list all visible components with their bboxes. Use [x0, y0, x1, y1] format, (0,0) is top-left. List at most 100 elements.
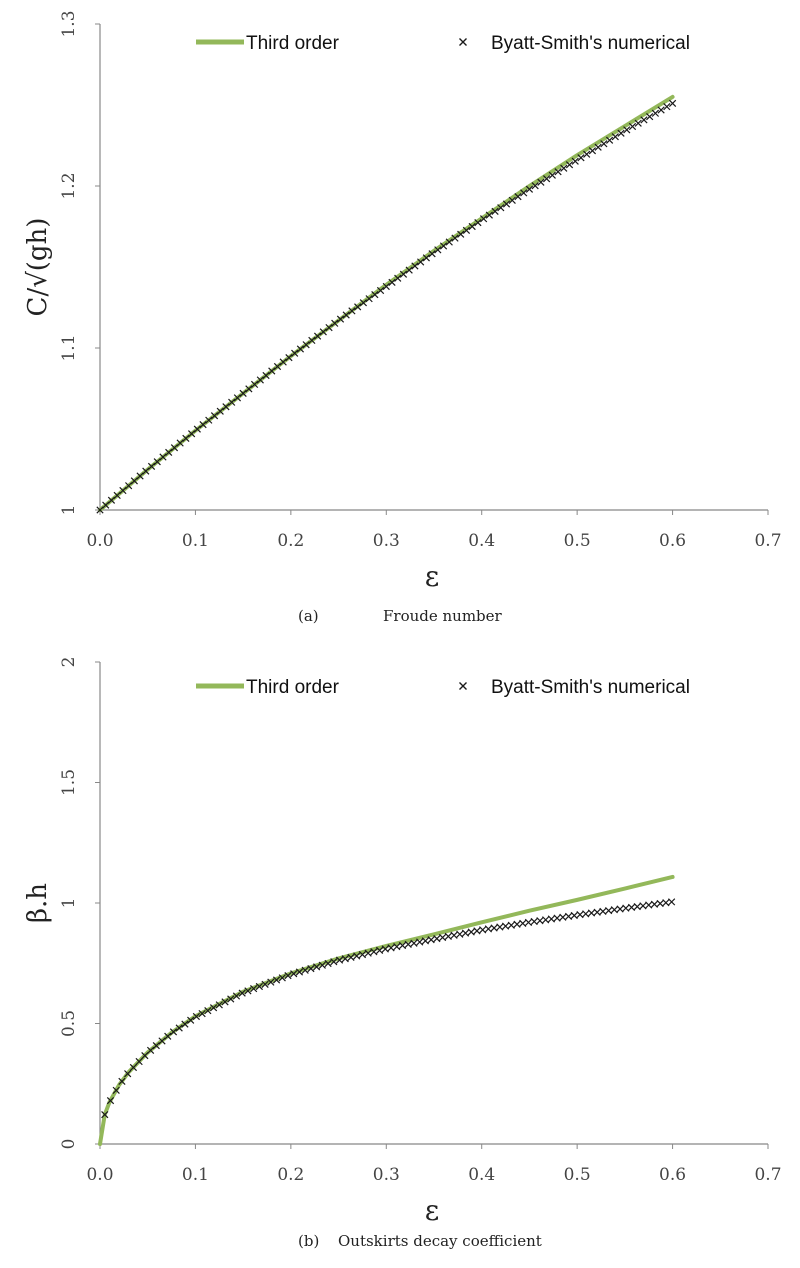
data-point-marker [204, 1007, 212, 1015]
data-point-marker [96, 506, 104, 514]
data-point-marker [175, 1024, 183, 1032]
data-point-marker [129, 1063, 138, 1072]
panel-label: (a) [298, 607, 319, 625]
data-point-marker [312, 963, 321, 971]
data-point-marker [537, 178, 545, 186]
data-point-marker [616, 905, 624, 913]
data-point-marker [313, 332, 322, 340]
data-point-marker [479, 215, 488, 223]
data-point-marker [433, 934, 441, 943]
data-point-marker [187, 1016, 195, 1024]
data-point-marker [119, 486, 127, 495]
data-point-marker [633, 902, 641, 911]
data-point-marker [205, 416, 213, 424]
data-point-marker [490, 924, 498, 932]
data-point-marker [181, 1020, 189, 1028]
data-point-marker [438, 933, 447, 942]
data-point-marker [451, 234, 459, 242]
data-point-marker [199, 421, 207, 429]
y-axis-label: β.h [23, 883, 53, 923]
data-point-marker [520, 189, 528, 197]
data-point-marker [330, 958, 338, 966]
data-point-marker [267, 978, 275, 986]
data-point-marker [427, 936, 435, 944]
data-point-marker [640, 116, 648, 124]
data-point-marker [364, 949, 372, 957]
x-tick-label: 0.3 [373, 531, 400, 551]
y-tick-label: 0 [59, 1139, 79, 1150]
data-point-marker [394, 274, 402, 282]
data-point-marker [662, 899, 670, 907]
data-point-marker [439, 242, 448, 250]
data-point-marker [336, 315, 345, 323]
data-point-marker [668, 99, 677, 108]
data-point-marker [428, 250, 436, 258]
data-point-marker [461, 929, 470, 937]
data-point-marker [176, 439, 184, 447]
data-point-marker [182, 434, 190, 443]
data-point-marker [502, 200, 511, 208]
data-point-marker [524, 918, 533, 927]
data-point-marker [445, 238, 453, 246]
data-point-marker [365, 295, 373, 303]
data-point-marker [667, 898, 676, 906]
data-point-marker [457, 230, 465, 238]
data-point-marker [650, 900, 659, 908]
x-tick-label: 0.6 [659, 531, 686, 551]
data-point-marker [324, 959, 332, 968]
data-point-marker [656, 899, 664, 908]
data-point-marker [422, 254, 430, 262]
data-point-marker [210, 412, 219, 420]
data-point-marker [542, 916, 550, 924]
data-point-marker [611, 133, 619, 141]
data-point-marker [382, 282, 390, 291]
data-point-marker [410, 939, 418, 947]
data-point-marker [331, 319, 339, 327]
legend-swatch-byatt-smith [459, 38, 467, 46]
data-point-marker [141, 1052, 149, 1060]
x-tick-label: 0.1 [182, 531, 209, 551]
x-tick-label: 0.0 [86, 531, 113, 551]
series-byatt-smith-markers [101, 898, 676, 1119]
data-point-marker [468, 222, 476, 231]
data-point-marker [485, 211, 493, 219]
y-tick-label: 1.1 [59, 334, 79, 361]
data-point-marker [411, 262, 419, 270]
data-point-marker [388, 278, 396, 286]
x-tick-label: 0.5 [564, 531, 591, 551]
data-point-marker [663, 103, 671, 111]
data-point-marker [542, 175, 551, 183]
x-axis-label: ε [425, 560, 440, 593]
data-point-marker [245, 385, 253, 393]
data-point-marker [146, 1046, 155, 1054]
panel-label: (b) [298, 1232, 319, 1250]
data-point-marker [559, 913, 567, 921]
data-point-marker [404, 940, 412, 948]
data-point-marker [370, 948, 378, 956]
legend-label-third-order: Third order [246, 33, 340, 54]
data-point-marker [272, 976, 281, 984]
chart-panel-a: 0.0 0.1 0.2 0.3 0.4 0.5 0.6 0.7 1 1.1 1.2 1.3 ε C/√(g… [23, 10, 782, 625]
data-point-marker [102, 501, 110, 509]
legend-swatch-byatt-smith [459, 682, 467, 690]
data-point-marker [462, 226, 471, 235]
data-point-marker [497, 204, 505, 212]
data-point-marker [627, 903, 636, 912]
data-point-marker [491, 207, 499, 216]
data-point-marker [582, 910, 590, 918]
data-point-marker [651, 109, 660, 117]
y-tick-label: 2 [59, 657, 79, 668]
x-tick-label: 0.3 [373, 1165, 400, 1185]
data-point-marker [594, 143, 602, 151]
data-point-marker [164, 1032, 172, 1040]
data-point-marker [319, 328, 327, 336]
data-point-marker [209, 1004, 218, 1012]
data-point-marker [318, 961, 326, 969]
data-point-marker [622, 904, 630, 912]
legend: Third order Byatt-Smith's numerical [196, 677, 690, 698]
data-point-marker [348, 307, 356, 315]
data-point-marker [261, 980, 269, 988]
data-point-marker [244, 987, 252, 995]
data-point-marker [359, 299, 368, 307]
